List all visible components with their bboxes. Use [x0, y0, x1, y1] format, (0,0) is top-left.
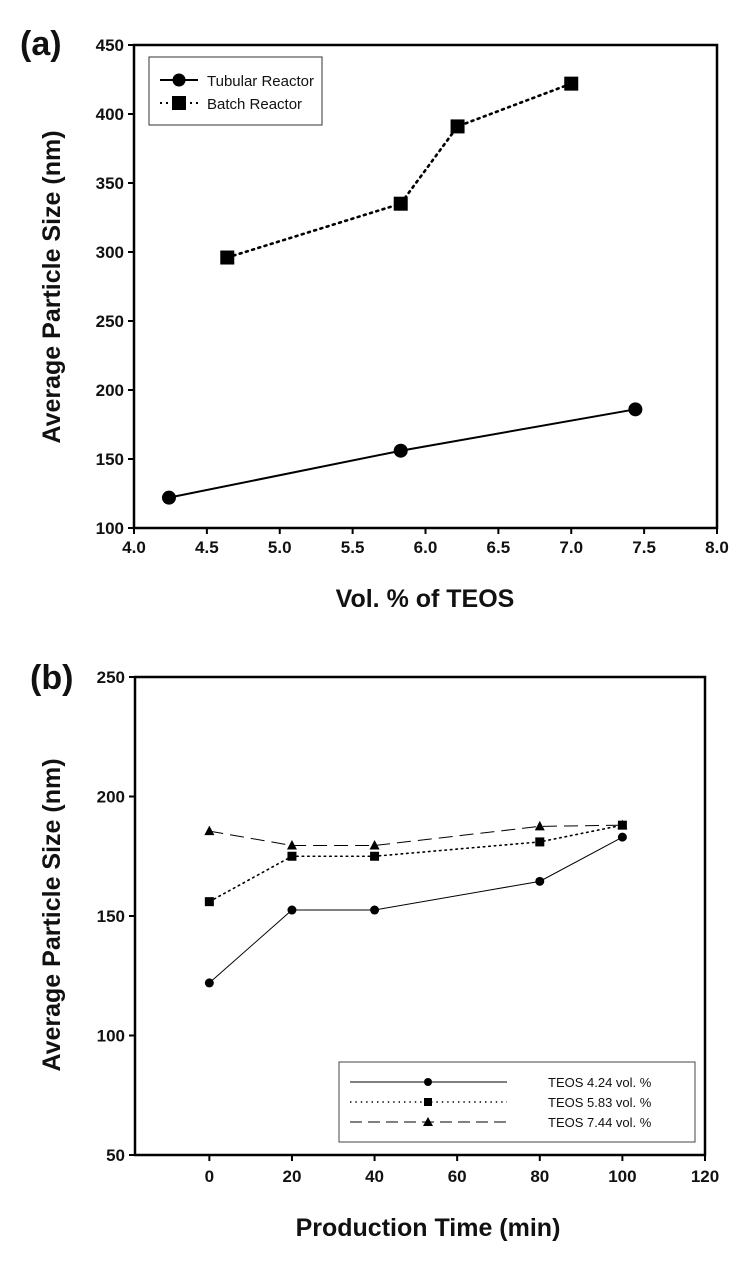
panel-a-x-ticks: 4.0 4.5 5.0 5.5 6.0 6.5 7.0 7.5 8.0	[122, 528, 729, 557]
series-line	[225, 82, 573, 259]
x-tick-label: 5.5	[341, 538, 365, 557]
data-point-square	[450, 119, 465, 134]
panel-b: (b) 50 100 150 200 250 0 20 40 60 80 100 120 Avera…	[30, 659, 719, 1242]
legend-label-teos-424: TEOS 4.24 vol. %	[548, 1075, 652, 1090]
x-tick-label: 120	[691, 1167, 719, 1186]
panel-b-legend-box	[338, 1061, 696, 1143]
y-tick-label: 400	[96, 105, 124, 124]
x-tick-label: 5.0	[268, 538, 292, 557]
legend-square-marker	[172, 96, 186, 110]
y-tick-label: 300	[96, 243, 124, 262]
y-tick-label: 200	[97, 788, 125, 807]
y-tick-label: 250	[96, 312, 124, 331]
x-tick-label: 100	[608, 1167, 636, 1186]
data-point-circle	[204, 978, 214, 988]
data-point-circle	[287, 905, 297, 915]
series-line	[208, 824, 624, 903]
y-tick-label: 50	[106, 1146, 125, 1165]
y-tick-label: 350	[96, 174, 124, 193]
panel-a-legend-box	[148, 56, 323, 126]
panel-a-y-ticks: 100 150 200 250 300 350 400 450	[96, 36, 134, 538]
legend-triangle-marker	[423, 1117, 433, 1126]
x-tick-label: 7.5	[632, 538, 656, 557]
data-point-square	[370, 851, 380, 861]
x-tick-label: 4.5	[195, 538, 219, 557]
y-tick-label: 100	[97, 1027, 125, 1046]
data-point-circle	[370, 905, 380, 915]
panel-b-y-axis-title: Average Particle Size (nm)	[38, 758, 66, 1071]
panel-b-y-ticks: 50 100 150 200 250	[97, 668, 135, 1165]
data-point-triangle	[286, 839, 297, 850]
legend-label-teos-583: TEOS 5.83 vol. %	[548, 1095, 652, 1110]
y-tick-label: 250	[97, 668, 125, 687]
x-tick-label: 4.0	[122, 538, 146, 557]
x-tick-label: 80	[530, 1167, 549, 1186]
x-tick-label: 6.0	[414, 538, 438, 557]
data-point-circle	[628, 402, 643, 417]
data-point-triangle	[617, 819, 628, 830]
data-point-triangle	[369, 839, 380, 850]
data-point-circle	[535, 876, 545, 886]
panel-b-x-ticks: 0 20 40 60 80 100 120	[205, 1155, 719, 1186]
y-tick-label: 100	[96, 519, 124, 538]
x-tick-label: 20	[282, 1167, 301, 1186]
x-tick-label: 40	[365, 1167, 384, 1186]
data-point-circle	[161, 490, 176, 505]
data-point-square	[204, 897, 214, 907]
series-line	[209, 824, 623, 846]
y-tick-label: 150	[96, 450, 124, 469]
data-point-square	[220, 250, 235, 265]
legend-circle-marker	[424, 1078, 432, 1086]
data-point-circle	[393, 443, 408, 458]
series-teos-4-24-vol	[204, 832, 627, 988]
x-tick-label: 6.5	[487, 538, 511, 557]
legend-label-teos-744: TEOS 7.44 vol. %	[548, 1115, 652, 1130]
data-point-triangle	[204, 825, 215, 836]
data-point-square	[564, 76, 579, 91]
series-batch-reactor	[220, 76, 579, 265]
panel-a-y-axis-title: Average Particle Size (nm)	[38, 130, 66, 443]
panel-a: (a) 100 150 200 250 300 350 400 450 4.0 4.5 5.0 5.…	[20, 25, 729, 613]
x-tick-label: 60	[448, 1167, 467, 1186]
y-tick-label: 200	[96, 381, 124, 400]
legend-label-tubular: Tubular Reactor	[207, 73, 314, 90]
data-point-square	[393, 196, 408, 211]
panel-a-legend: Tubular Reactor Batch Reactor	[148, 56, 323, 126]
series-tubular-reactor	[161, 402, 643, 505]
panel-a-series	[161, 76, 643, 505]
x-tick-label: 7.0	[559, 538, 583, 557]
x-tick-label: 0	[205, 1167, 214, 1186]
series-teos-7-44-vol	[204, 819, 628, 850]
x-tick-label: 8.0	[705, 538, 729, 557]
data-point-square	[535, 837, 545, 847]
y-tick-label: 150	[97, 907, 125, 926]
panel-b-series	[204, 819, 628, 988]
panel-a-x-axis-title: Vol. % of TEOS	[336, 585, 515, 613]
panel-b-label: (b)	[30, 659, 73, 697]
panel-a-label: (a)	[20, 25, 62, 63]
data-point-circle	[617, 832, 627, 842]
series-teos-5-83-vol	[204, 820, 627, 907]
legend-circle-marker	[172, 73, 186, 87]
legend-label-batch: Batch Reactor	[207, 96, 302, 113]
series-line	[209, 836, 623, 984]
y-tick-label: 450	[96, 36, 124, 55]
data-point-triangle	[534, 820, 545, 831]
panel-b-legend: TEOS 4.24 vol. % TEOS 5.83 vol. % TEOS 7…	[338, 1061, 696, 1143]
legend-square-marker	[424, 1098, 432, 1106]
panel-b-x-axis-title: Production Time (min)	[296, 1214, 561, 1242]
data-point-square	[287, 851, 297, 861]
